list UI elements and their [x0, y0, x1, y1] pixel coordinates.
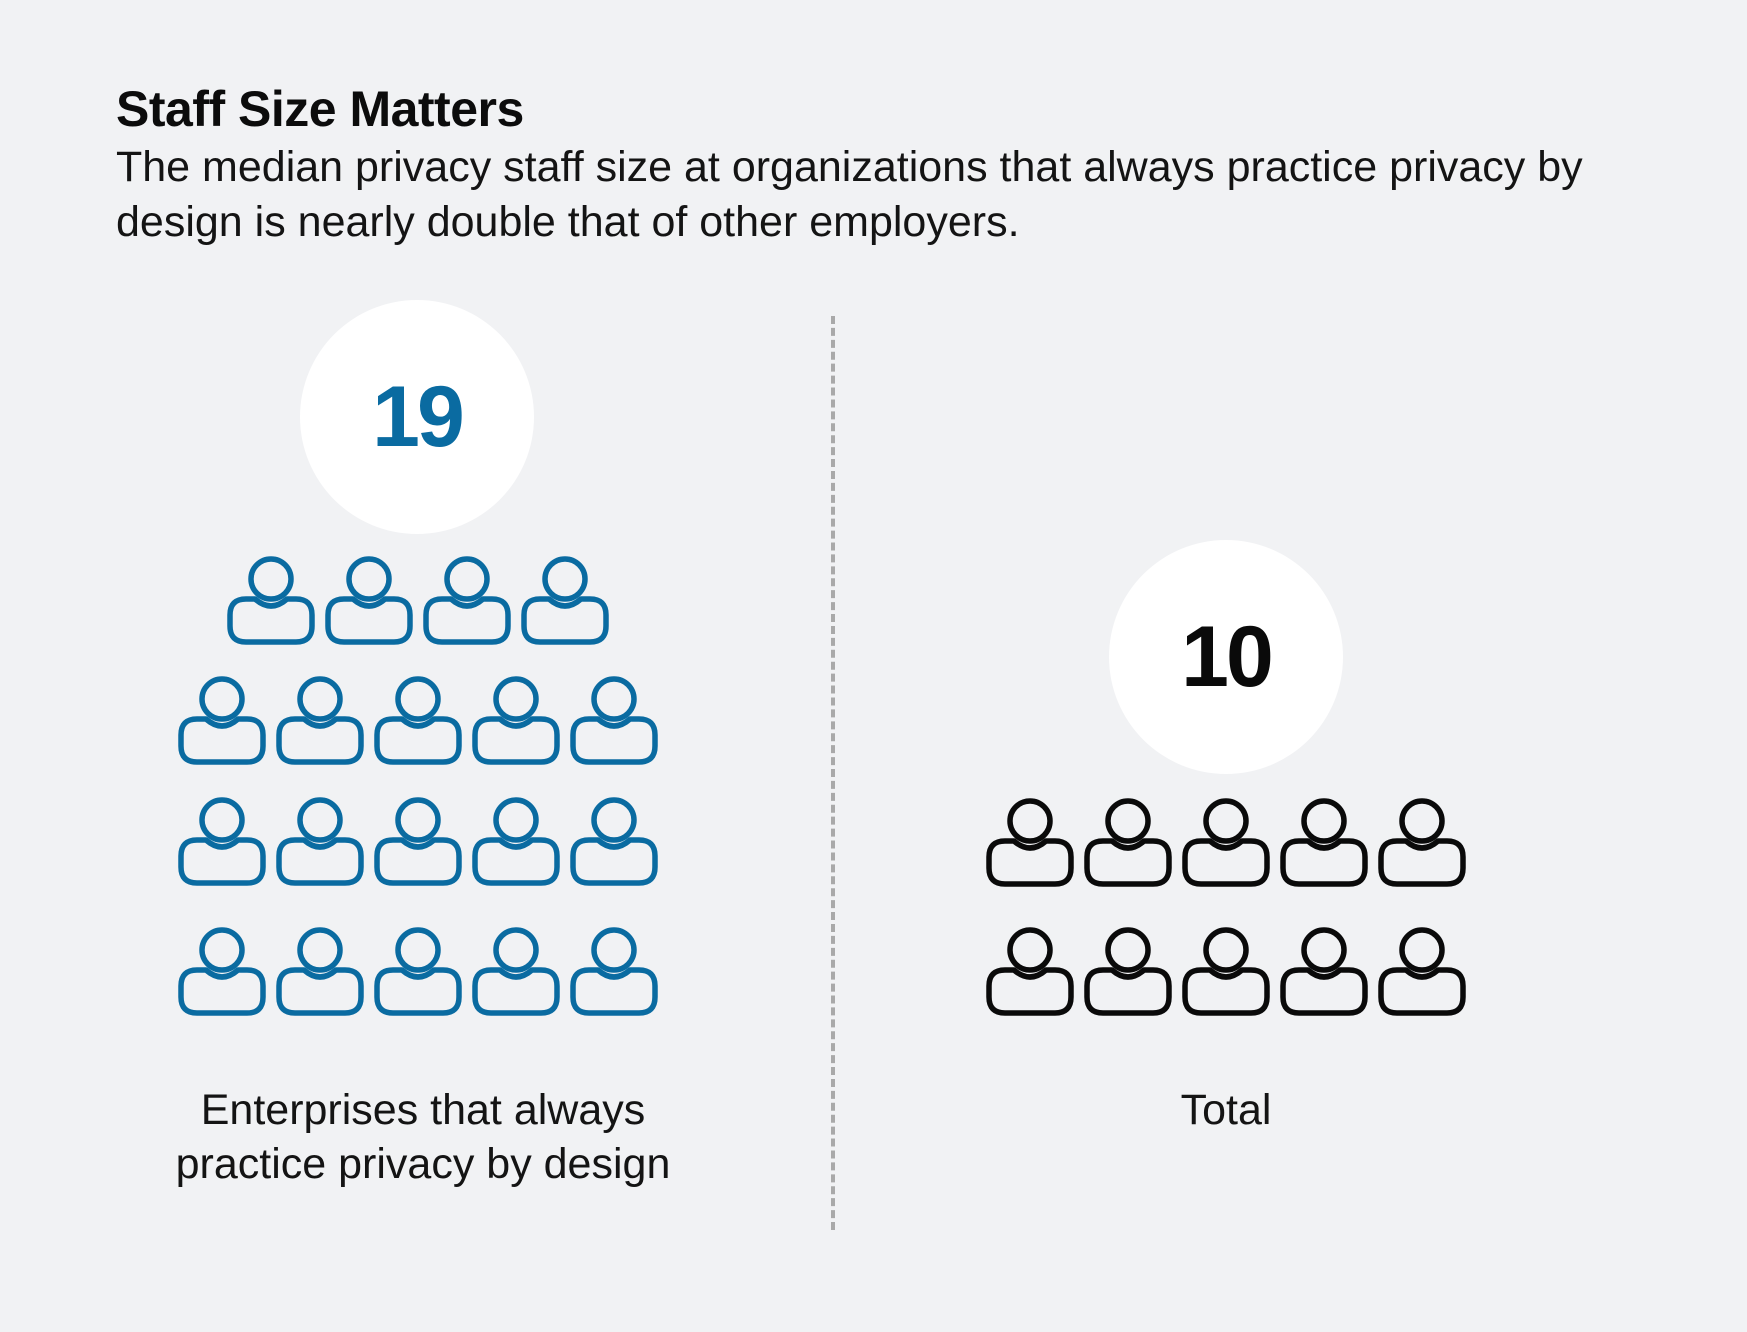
- person-icon: [1182, 927, 1270, 1016]
- page-title: Staff Size Matters: [116, 81, 524, 137]
- person-icon: [1084, 798, 1172, 887]
- person-icon: [570, 927, 658, 1016]
- person-icon: [276, 927, 364, 1016]
- person-icon: [325, 556, 413, 645]
- person-icon: [1378, 798, 1466, 887]
- person-icon: [1182, 798, 1270, 887]
- category-label-total: Total: [1180, 1086, 1272, 1134]
- person-icon: [570, 797, 658, 886]
- person-icon: [374, 797, 462, 886]
- person-icon: [374, 927, 462, 1016]
- person-icon: [1280, 927, 1368, 1016]
- value-badge-total: 10: [1109, 540, 1343, 774]
- page-subtitle: The median privacy staff size at organiz…: [116, 143, 1583, 246]
- person-icon: [521, 556, 609, 645]
- person-icon: [472, 797, 560, 886]
- person-icon: [986, 798, 1074, 887]
- person-icon: [1378, 927, 1466, 1016]
- person-icon: [178, 797, 266, 886]
- person-icon: [472, 927, 560, 1016]
- person-icon: [1084, 927, 1172, 1016]
- person-icon: [570, 676, 658, 765]
- value-badge-enterprises: 19: [300, 300, 534, 534]
- person-icon: [276, 797, 364, 886]
- category-label-enterprises: Enterprises that always practice privacy…: [175, 1086, 671, 1188]
- person-icon: [374, 676, 462, 765]
- person-icon: [276, 676, 364, 765]
- person-icon: [986, 927, 1074, 1016]
- person-icon: [472, 676, 560, 765]
- person-icon: [227, 556, 315, 645]
- dashed-divider: [831, 316, 835, 1230]
- person-icon: [178, 676, 266, 765]
- person-icon: [1280, 798, 1368, 887]
- person-icon: [423, 556, 511, 645]
- person-icon: [178, 927, 266, 1016]
